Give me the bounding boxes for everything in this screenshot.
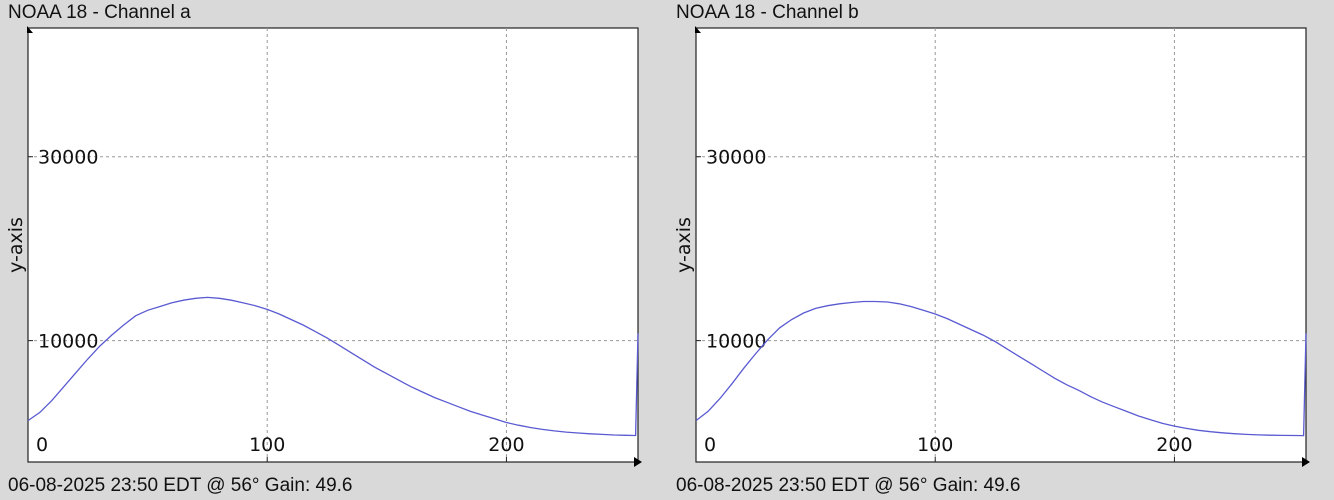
x-tick-label: 0 <box>36 434 48 456</box>
y-axis-arrow <box>27 26 33 33</box>
chart-footer-timestamp: 06-08-2025 23:50 EDT @ 56° Gain: 49.6 <box>8 475 353 496</box>
x-tick-label: 200 <box>488 434 524 456</box>
x-tick-label: 200 <box>1156 434 1192 456</box>
plot-area <box>695 27 1307 463</box>
data-series-line <box>27 296 639 437</box>
chart-plot: 10000 30000 0 100 200 y-axis <box>5 26 642 467</box>
y-tick-label: 30000 <box>706 147 766 169</box>
chart-title: NOAA 18 - Channel a <box>8 2 191 23</box>
y-axis-title: y-axis <box>673 217 695 273</box>
y-axis-title: y-axis <box>5 217 27 273</box>
chart-title: NOAA 18 - Channel b <box>676 2 859 23</box>
y-axis-arrow <box>695 26 701 33</box>
x-axis-arrow <box>634 457 642 467</box>
plot-area <box>27 27 639 463</box>
y-tick-label: 10000 <box>38 331 98 353</box>
data-series-line <box>695 300 1307 437</box>
y-tick-label: 30000 <box>38 147 98 169</box>
chart-panel-channel-a: 10000 30000 0 100 200 y-axis NOAA 18 - Channe… <box>0 0 642 500</box>
x-tick-label: 100 <box>917 434 953 456</box>
chart-panel-channel-b: 10000 30000 0 100 200 y-axis NOAA 18 - Channe… <box>668 0 1310 500</box>
chart-footer-timestamp: 06-08-2025 23:50 EDT @ 56° Gain: 49.6 <box>676 475 1021 496</box>
y-tick-label: 10000 <box>706 331 766 353</box>
chart-plot: 10000 30000 0 100 200 y-axis <box>673 26 1310 467</box>
x-tick-label: 100 <box>249 434 285 456</box>
x-axis-arrow <box>1302 457 1310 467</box>
x-tick-label: 0 <box>704 434 716 456</box>
